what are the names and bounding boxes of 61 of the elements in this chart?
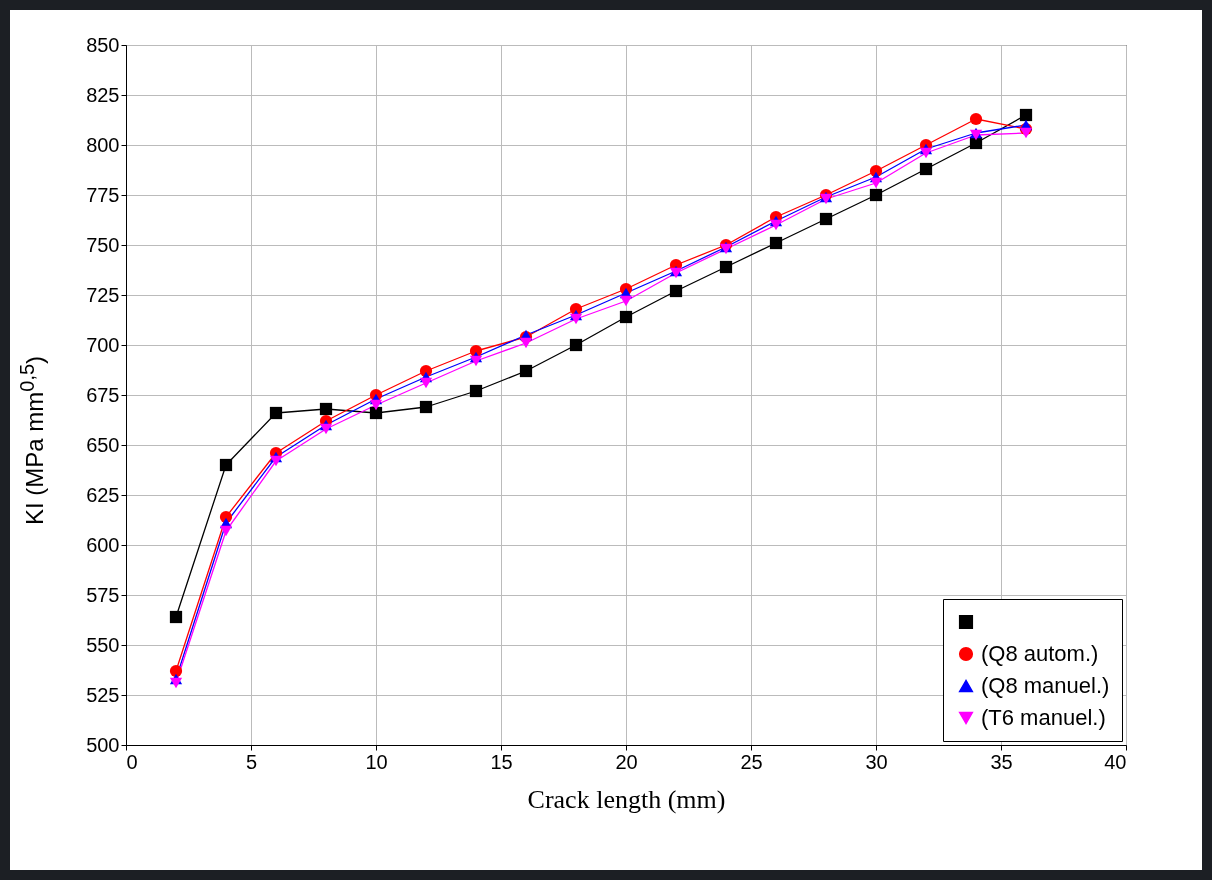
point xyxy=(569,313,583,325)
point xyxy=(169,610,183,624)
point xyxy=(319,423,333,435)
x-tick-label: 30 xyxy=(865,750,888,773)
y-tick-label: 500 xyxy=(86,733,120,756)
point xyxy=(919,162,933,176)
y-tick-label: 650 xyxy=(86,433,120,456)
point xyxy=(469,384,483,398)
point xyxy=(369,399,383,411)
point xyxy=(669,284,683,298)
x-tick-label: 20 xyxy=(615,750,638,773)
y-tick-label: 550 xyxy=(86,633,120,656)
y-tick-label: 700 xyxy=(86,333,120,356)
x-tick-label: 35 xyxy=(990,750,1013,773)
point xyxy=(369,406,383,420)
y-tick-label: 825 xyxy=(86,83,120,106)
y-tick-label: 725 xyxy=(86,283,120,306)
x-tick-label: 15 xyxy=(490,750,513,773)
point xyxy=(569,338,583,352)
y-tick-label: 775 xyxy=(86,183,120,206)
point xyxy=(619,310,633,324)
point xyxy=(169,677,183,689)
legend-label: (Q8 autom.) xyxy=(981,641,1099,666)
x-tick-label: 10 xyxy=(365,750,388,773)
point xyxy=(419,377,433,389)
x-tick-label: 40 xyxy=(1104,750,1127,773)
point xyxy=(919,147,933,159)
y-tick-label: 600 xyxy=(86,533,120,556)
point xyxy=(1019,108,1033,122)
x-tick-label: 0 xyxy=(126,750,138,773)
y-tick-label: 850 xyxy=(86,33,120,56)
point xyxy=(269,455,283,467)
y-tick-label: 575 xyxy=(86,583,120,606)
point xyxy=(819,212,833,226)
legend-label: (T6 manuel.) xyxy=(981,705,1106,730)
point xyxy=(219,525,233,537)
y-tick-label: 525 xyxy=(86,683,120,706)
point xyxy=(969,112,983,126)
y-tick-label: 800 xyxy=(86,133,120,156)
point xyxy=(519,337,533,349)
point xyxy=(619,295,633,307)
point xyxy=(219,458,233,472)
x-tick-label: 25 xyxy=(740,750,763,773)
point xyxy=(419,400,433,414)
point xyxy=(519,364,533,378)
point xyxy=(469,355,483,367)
point xyxy=(719,260,733,274)
point xyxy=(169,664,183,678)
point xyxy=(269,406,283,420)
point xyxy=(869,188,883,202)
point xyxy=(319,402,333,416)
point xyxy=(1019,127,1033,139)
legend-label: (Q8 manuel.) xyxy=(981,673,1110,698)
x-axis-title: Crack length (mm) xyxy=(527,784,726,814)
point xyxy=(769,236,783,250)
point xyxy=(769,219,783,231)
y-tick-label: 750 xyxy=(86,233,120,256)
point xyxy=(869,177,883,189)
y-tick-label: 625 xyxy=(86,483,120,506)
y-tick-label: 675 xyxy=(86,383,120,406)
x-tick-label: 5 xyxy=(245,750,258,773)
